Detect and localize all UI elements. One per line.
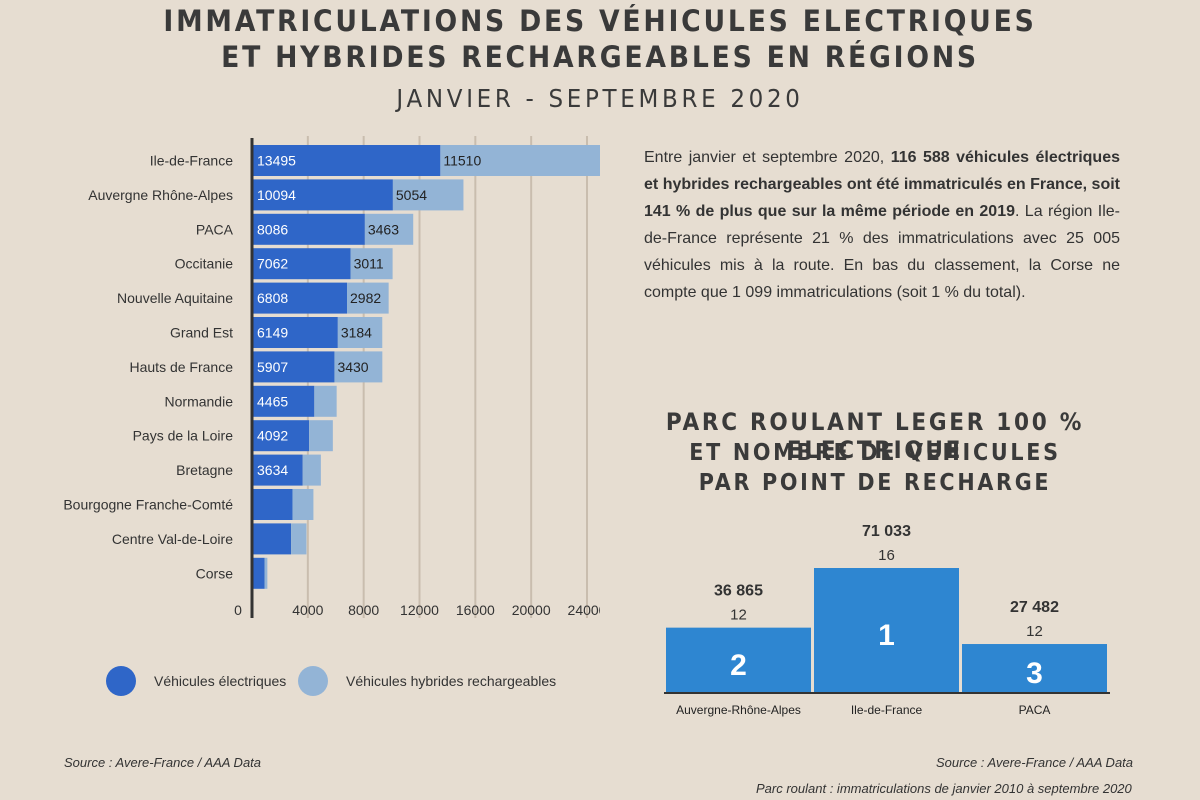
fleet-per-point-label: 16 xyxy=(878,547,895,564)
electric-value-label: 13495 xyxy=(257,153,296,169)
hybrid-value-label: 3011 xyxy=(354,256,384,272)
electric-bar xyxy=(252,351,335,383)
legend-electric-swatch xyxy=(106,666,136,696)
region-registrations-chart: Ile-de-France 13495 11510 Auvergne Rhône-Al… xyxy=(63,136,600,618)
electric-bar xyxy=(252,557,265,589)
hybrid-value-label: 5054 xyxy=(396,187,427,203)
hybrid-value-label: 3184 xyxy=(341,325,372,341)
x-tick-label: 4000 xyxy=(292,602,323,618)
electric-bar xyxy=(252,523,292,555)
fleet-category-label: PACA xyxy=(1019,703,1051,717)
legend-electric-label: Véhicules électriques xyxy=(154,673,287,689)
fleet-bar xyxy=(666,627,811,692)
fleet-per-point-label: 12 xyxy=(1026,623,1043,640)
region-label: Grand Est xyxy=(170,325,233,341)
hybrid-bar xyxy=(314,385,337,417)
electric-value-label: 4092 xyxy=(257,428,288,444)
main-subtitle: JANVIER - SEPTEMBRE 2020 xyxy=(396,84,804,113)
region-label: Hauts de France xyxy=(130,359,234,375)
electric-value-label: 8086 xyxy=(257,221,288,237)
fleet-title-line3: PAR POINT DE RECHARGE xyxy=(698,470,1052,496)
fleet-title-line1: PARC ROULANT LEGER 100 % ELECTRIQUE xyxy=(665,408,1085,464)
fleet-rank-label: 1 xyxy=(878,619,895,652)
electric-bar xyxy=(252,317,338,348)
electric-bar xyxy=(252,179,393,211)
fleet-category-label: Auvergne-Rhône-Alpes xyxy=(676,703,801,717)
x-tick-label: 12000 xyxy=(400,602,439,618)
electric-value-label: 4465 xyxy=(257,393,288,409)
x-tick-label: 20000 xyxy=(512,602,551,618)
fleet-rank-label: 3 xyxy=(1026,657,1043,690)
hybrid-bar xyxy=(347,282,389,314)
electric-bar xyxy=(252,385,315,417)
hybrid-value-label: 11510 xyxy=(443,153,481,169)
region-label: Auvergne Rhône-Alpes xyxy=(88,187,233,203)
region-label: Ile-de-France xyxy=(150,153,233,169)
legend-hybrid: Véhicules hybrides rechargeables xyxy=(298,666,556,696)
source-right: Source : Avere-France / AAA Data xyxy=(936,755,1134,770)
hybrid-bar xyxy=(309,420,333,452)
electric-bar xyxy=(252,454,303,486)
x-tick-label: 0 xyxy=(234,602,242,618)
fleet-per-point-label: 12 xyxy=(730,607,747,624)
fleet-rank-label: 2 xyxy=(730,649,747,682)
region-label: Bretagne xyxy=(176,462,233,478)
legend-electric: Véhicules électriques xyxy=(106,666,286,696)
hybrid-bar xyxy=(302,454,321,486)
legend-hybrid-label: Véhicules hybrides rechargeables xyxy=(346,673,557,689)
summary-highlight: 116 588 véhicules électriques et hybride… xyxy=(644,149,1121,220)
fleet-bar xyxy=(814,568,959,692)
fleet-value-label: 36 865 xyxy=(714,583,763,600)
hybrid-bar xyxy=(337,317,383,348)
region-label: Occitanie xyxy=(175,256,234,272)
summary-paragraph: Entre janvier et septembre 2020, 116 588… xyxy=(644,144,1120,306)
electric-bar xyxy=(252,489,293,520)
x-tick-label: 8000 xyxy=(348,602,379,618)
hybrid-bar xyxy=(350,248,393,280)
source-left: Source : Avere-France / AAA Data xyxy=(64,755,262,770)
hybrid-bar xyxy=(364,213,414,245)
hybrid-bar xyxy=(291,523,307,555)
hybrid-value-label: 3463 xyxy=(368,221,399,237)
electric-bar xyxy=(252,282,348,314)
fleet-value-label: 27 482 xyxy=(1010,599,1059,616)
electric-bar xyxy=(252,145,441,176)
electric-value-label: 10094 xyxy=(257,187,296,203)
x-tick-label: 16000 xyxy=(456,602,495,618)
region-label: Centre Val-de-Loire xyxy=(112,531,233,547)
electric-value-label: 7062 xyxy=(257,256,288,272)
fleet-category-label: Ile-de-France xyxy=(851,703,923,717)
electric-value-label: 6808 xyxy=(257,290,288,306)
summary-rest: . La région Ile-de-France représente 21 … xyxy=(644,203,1120,301)
electric-bar xyxy=(252,213,365,245)
region-label: Corse xyxy=(196,565,234,581)
region-label: Nouvelle Aquitaine xyxy=(117,290,233,306)
source-note: Parc roulant : immatriculations de janvi… xyxy=(756,781,1132,796)
hybrid-value-label: 2982 xyxy=(350,290,381,306)
main-title-line1: IMMATRICULATIONS DES VÉHICULES ELECTRIQU… xyxy=(163,4,1037,38)
electric-value-label: 6149 xyxy=(257,325,288,341)
hybrid-bar xyxy=(334,351,383,383)
legend-hybrid-swatch xyxy=(298,666,328,696)
hybrid-bar xyxy=(440,145,600,176)
fleet-bar xyxy=(962,644,1107,692)
region-label: Normandie xyxy=(165,393,234,409)
fleet-title-line2: ET NOMBRE DE VEHICULES xyxy=(689,440,1061,466)
hybrid-bar xyxy=(392,179,464,211)
fleet-value-label: 71 033 xyxy=(862,523,911,540)
x-tick-label: 24000 xyxy=(568,602,600,618)
hybrid-value-label: 3430 xyxy=(337,359,368,375)
hybrid-bar xyxy=(292,489,314,520)
hybrid-bar xyxy=(264,557,268,589)
region-label: PACA xyxy=(196,221,234,237)
electric-bar xyxy=(252,420,310,452)
fleet-chart: 2 12 36 865 Auvergne-Rhône-Alpes 1 16 71 033 Il… xyxy=(664,523,1110,717)
electric-value-label: 3634 xyxy=(257,462,288,478)
region-label: Bourgogne Franche-Comté xyxy=(63,497,233,513)
electric-bar xyxy=(252,248,351,280)
summary-intro: Entre janvier et septembre 2020, xyxy=(644,149,891,166)
region-label: Pays de la Loire xyxy=(133,428,234,444)
electric-value-label: 5907 xyxy=(257,359,288,375)
main-title-line2: ET HYBRIDES RECHARGEABLES EN RÉGIONS xyxy=(221,40,979,74)
